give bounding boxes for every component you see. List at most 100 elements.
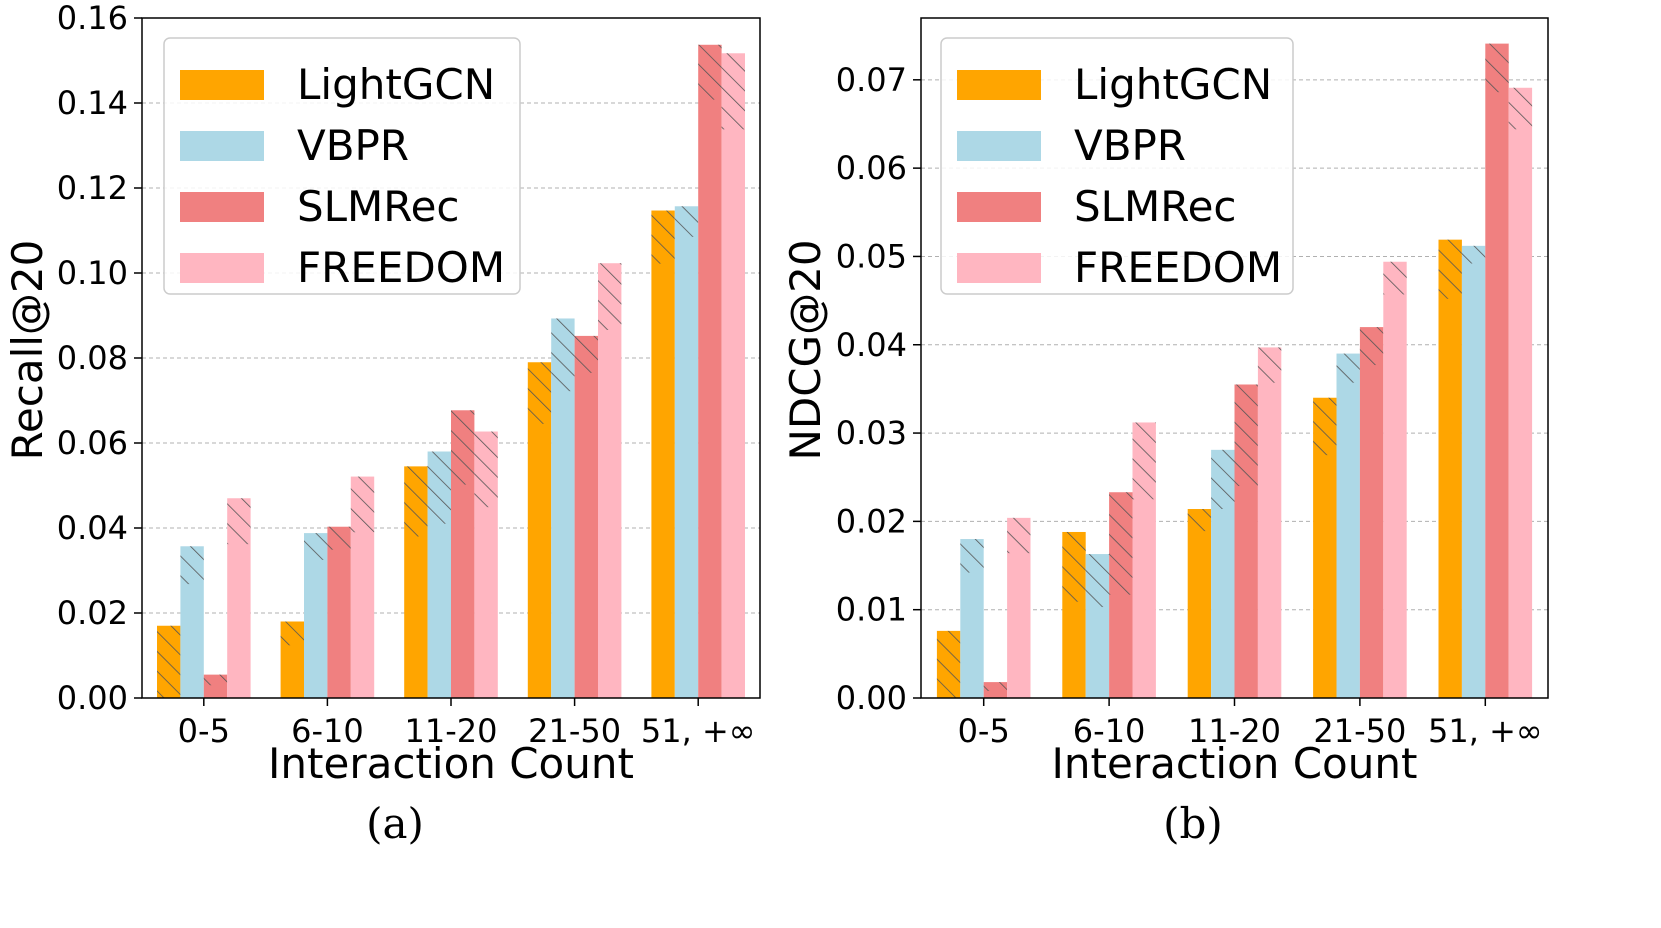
y-tick-label: 0.14 [57,84,128,122]
bar-hatch-lightgcn [651,210,675,264]
bar-hatch-vbpr [304,533,328,560]
y-tick-label: 0.03 [836,414,907,452]
bar-hatch-slmrec [203,674,228,686]
x-tick-label: 21-50 [1313,712,1406,750]
legend-box [940,37,1294,295]
legend-swatch-slmrec [957,192,1041,222]
bar-freedom [227,498,251,698]
legend-label-freedom: FREEDOM [297,243,505,292]
plot-frame [920,17,1549,699]
bar-hatch-freedom [1132,422,1156,500]
bar-hatch-freedom [1257,347,1282,383]
bar-hatch-slmrec [327,526,351,550]
bar-hatch-slmrec [1485,43,1509,93]
x-tick-label: 11-20 [405,712,498,750]
plot-frame [141,17,761,699]
bar-hatch-freedom [598,263,622,330]
legend-label-slmrec: SLMRec [1074,182,1237,231]
bar-slmrec [1485,43,1509,698]
bar-hatch-vbpr [1336,353,1360,383]
bar-slmrec [574,335,598,698]
legend-swatch-lightgcn [957,70,1041,100]
y-axis-label: NDCG@20 [781,239,830,460]
bar-lightgcn [651,210,675,698]
legend-swatch-lightgcn [180,70,264,100]
x-tick-label: 11-20 [1188,712,1281,750]
bar-slmrec [1359,327,1384,698]
x-tick-label: 51, +∞ [1428,712,1543,750]
y-tick-label: 0.00 [57,679,128,717]
legend: LightGCN VBPR SLMRec FREEDOM [940,37,1294,295]
bar-hatch-vbpr [1085,554,1110,608]
chart-ndcg: 0.00 0.01 0.02 0.03 0.04 0.05 0.06 0.07 0-5 6-10 1… [781,17,1549,848]
y-tick-label: 0.16 [57,0,128,37]
x-tick-label: 51, +∞ [641,712,756,750]
bar-hatch-vbpr [674,206,699,237]
x-tick-label: 6-10 [291,712,364,750]
legend: LightGCN VBPR SLMRec FREEDOM [163,37,521,295]
y-tick-label: 0.06 [57,424,128,462]
legend-label-lightgcn: LightGCN [297,60,495,109]
bar-hatch-slmrec [698,44,722,100]
x-tick-label: 0-5 [178,712,230,750]
x-tick-label: 6-10 [1073,712,1146,750]
bar-vbpr [1336,353,1360,698]
bar-hatch-slmrec [983,682,1008,691]
y-tick-label: 0.04 [836,326,907,364]
bar-hatch-slmrec [574,335,598,373]
bar-freedom [598,263,622,698]
bar-hatch-lightgcn [936,630,961,698]
bar-hatch-lightgcn [1187,509,1212,532]
x-axis-label: Interaction Count [1052,739,1418,788]
bar-hatch-slmrec [1234,384,1258,487]
x-tick-label: 21-50 [528,712,621,750]
bar-hatch-slmrec [1109,492,1133,595]
bar-hatch-freedom [1383,261,1407,295]
legend-label-vbpr: VBPR [1074,121,1186,170]
y-tick-label: 0.01 [836,591,907,629]
bar-hatch-vbpr [551,318,575,392]
bar-hatch-lightgcn [1062,531,1086,602]
bar-vbpr [180,546,204,698]
bar-hatch-vbpr [1461,245,1486,264]
bar-hatch-freedom [474,431,498,508]
y-tick-label: 0.04 [57,509,128,547]
bar-hatch-freedom [721,53,745,130]
y-tick-label: 0.02 [836,502,907,540]
bar-hatch-slmrec [1359,327,1384,366]
bar-hatch-freedom [1007,517,1031,554]
bar-vbpr [674,206,699,698]
bar-hatch-lightgcn [280,621,304,646]
bar-hatch-lightgcn [527,362,552,424]
bar-hatch-lightgcn [1313,397,1337,456]
bar-freedom [1508,87,1533,698]
x-tick-label: 0-5 [958,712,1010,750]
y-tick-label: 0.08 [57,339,128,377]
y-axis-label: Recall@20 [3,240,52,461]
bar-lightgcn [1438,239,1462,698]
bar-lightgcn [527,362,552,698]
bar-lightgcn [1187,509,1212,698]
bar-hatch-vbpr [180,546,204,585]
y-tick-label: 0.00 [836,679,907,717]
legend-swatch-freedom [957,253,1041,283]
bar-freedom [1257,347,1282,698]
legend-label-lightgcn: LightGCN [1074,60,1272,109]
bar-hatch-freedom [350,476,375,533]
legend-swatch-vbpr [957,131,1041,161]
bar-vbpr [1211,449,1235,698]
bar-slmrec [327,526,351,698]
legend-swatch-freedom [180,253,264,283]
bar-hatch-lightgcn [1438,239,1462,299]
bar-hatch-freedom [227,498,251,545]
bar-vbpr [1461,245,1486,698]
bar-lightgcn [1313,397,1337,698]
bar-hatch-lightgcn [404,466,428,537]
legend-box [163,37,521,295]
bar-hatch-vbpr [427,451,451,524]
figure-caption: (b) [1163,799,1223,848]
bar-vbpr [551,318,575,698]
bar-hatch-vbpr [960,539,984,573]
x-axis-label: Interaction Count [268,739,634,788]
